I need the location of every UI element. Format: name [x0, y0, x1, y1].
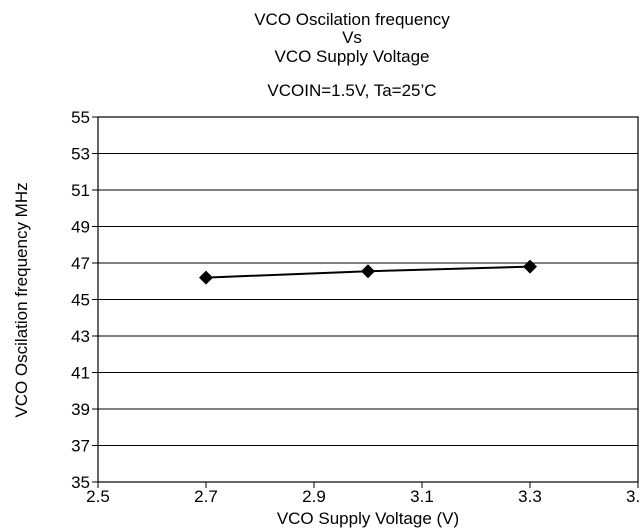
- chart-title-line-2: Vs: [342, 28, 362, 47]
- chart-title-line-3: VCO Supply Voltage: [275, 47, 430, 66]
- y-tick-label: 47: [71, 254, 90, 273]
- y-tick-label: 35: [71, 473, 90, 492]
- chart-title: VCO Oscilation frequency Vs VCO Supply V…: [254, 10, 450, 66]
- y-tick-label: 43: [71, 327, 90, 346]
- y-tick-label: 53: [71, 145, 90, 164]
- y-tick-label: 37: [71, 437, 90, 456]
- x-axis-label: VCO Supply Voltage (V): [277, 509, 459, 528]
- chart-subtitle: VCOIN=1.5V, Ta=25’C: [267, 81, 436, 100]
- x-tick-label: 3.: [626, 487, 640, 506]
- y-axis-ticks: 55 53 51 49 47 45 43 41 39 37 35: [71, 108, 98, 492]
- y-axis-label: VCO Oscilation frequency MHz: [12, 182, 31, 417]
- y-tick-label: 51: [71, 181, 90, 200]
- series-group: [199, 259, 537, 285]
- data-point-diamond: [523, 259, 537, 274]
- chart-title-line-1: VCO Oscilation frequency: [254, 10, 450, 29]
- y-tick-label: 55: [71, 108, 90, 127]
- x-tick-label: 2.5: [86, 487, 110, 506]
- gridlines: [98, 153, 638, 446]
- data-point-diamond: [199, 270, 213, 285]
- x-axis-ticks: 2.5 2.7 2.9 3.1 3.3 3.: [86, 482, 640, 506]
- data-point-diamond: [361, 264, 375, 279]
- x-tick-label: 2.7: [194, 487, 218, 506]
- y-tick-label: 49: [71, 218, 90, 237]
- y-tick-label: 39: [71, 400, 90, 419]
- y-tick-label: 41: [71, 364, 90, 383]
- y-tick-label: 45: [71, 291, 90, 310]
- x-tick-label: 2.9: [302, 487, 326, 506]
- x-tick-label: 3.1: [410, 487, 434, 506]
- x-tick-label: 3.3: [518, 487, 542, 506]
